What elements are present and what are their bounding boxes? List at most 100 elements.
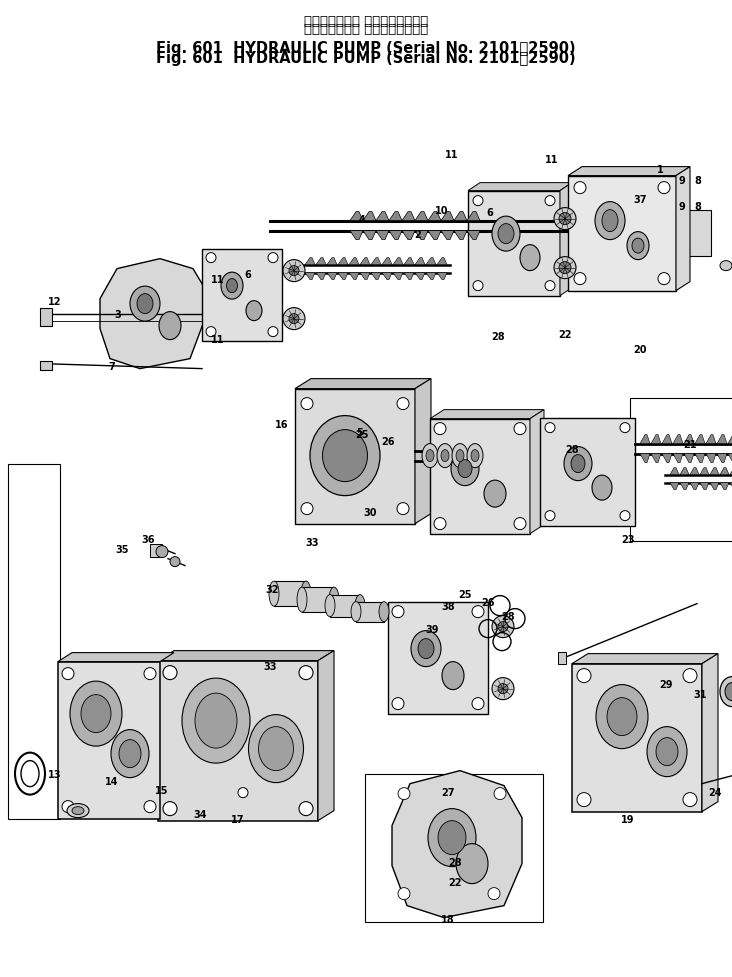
- Text: 8: 8: [695, 176, 701, 186]
- Circle shape: [545, 281, 555, 291]
- Polygon shape: [415, 258, 425, 266]
- Polygon shape: [441, 212, 454, 222]
- Ellipse shape: [441, 450, 449, 462]
- Polygon shape: [393, 274, 403, 280]
- Polygon shape: [710, 483, 719, 490]
- Ellipse shape: [632, 238, 644, 254]
- Circle shape: [163, 802, 177, 816]
- Ellipse shape: [467, 445, 483, 468]
- Polygon shape: [710, 468, 719, 475]
- Polygon shape: [389, 232, 402, 240]
- Text: 25: 25: [458, 589, 471, 599]
- Polygon shape: [415, 379, 431, 524]
- Polygon shape: [684, 435, 694, 445]
- Polygon shape: [441, 232, 454, 240]
- Ellipse shape: [130, 287, 160, 321]
- Polygon shape: [700, 483, 709, 490]
- Circle shape: [206, 253, 216, 264]
- Circle shape: [62, 668, 74, 680]
- Ellipse shape: [67, 804, 89, 818]
- Circle shape: [392, 698, 404, 710]
- Polygon shape: [58, 662, 160, 819]
- Polygon shape: [454, 212, 467, 222]
- Text: 10: 10: [436, 205, 449, 215]
- Ellipse shape: [329, 587, 339, 613]
- Ellipse shape: [159, 313, 181, 340]
- Polygon shape: [295, 379, 431, 389]
- Polygon shape: [363, 212, 376, 222]
- Polygon shape: [702, 654, 718, 812]
- Ellipse shape: [269, 581, 279, 607]
- Ellipse shape: [289, 315, 299, 324]
- Ellipse shape: [492, 217, 520, 252]
- Ellipse shape: [248, 715, 304, 783]
- Polygon shape: [728, 435, 732, 445]
- Ellipse shape: [592, 476, 612, 500]
- Polygon shape: [468, 184, 572, 191]
- Text: 36: 36: [141, 534, 154, 544]
- Ellipse shape: [456, 844, 488, 884]
- Text: 12: 12: [48, 296, 61, 307]
- Polygon shape: [680, 468, 689, 475]
- Polygon shape: [568, 177, 676, 291]
- Polygon shape: [670, 483, 679, 490]
- Circle shape: [472, 698, 484, 710]
- Polygon shape: [560, 184, 572, 296]
- Polygon shape: [327, 274, 337, 280]
- Ellipse shape: [451, 452, 479, 487]
- Polygon shape: [428, 232, 441, 240]
- Text: 13: 13: [48, 769, 61, 779]
- Ellipse shape: [437, 445, 453, 468]
- Ellipse shape: [596, 685, 648, 748]
- Polygon shape: [274, 581, 306, 607]
- Circle shape: [620, 511, 630, 521]
- Text: 28: 28: [501, 611, 515, 621]
- Circle shape: [472, 606, 484, 618]
- Polygon shape: [454, 232, 467, 240]
- Polygon shape: [305, 274, 315, 280]
- Polygon shape: [150, 544, 162, 557]
- Text: 27: 27: [441, 786, 455, 797]
- Text: ハイドロリック ボンプ（適用号機: ハイドロリック ボンプ（適用号機: [304, 22, 428, 36]
- Polygon shape: [158, 651, 334, 661]
- Ellipse shape: [111, 730, 149, 778]
- Circle shape: [473, 196, 483, 206]
- Text: 21: 21: [683, 440, 697, 449]
- Ellipse shape: [564, 447, 592, 481]
- Polygon shape: [415, 232, 428, 240]
- Ellipse shape: [554, 257, 576, 279]
- Ellipse shape: [554, 208, 576, 231]
- Polygon shape: [426, 258, 436, 266]
- Polygon shape: [695, 435, 705, 445]
- Ellipse shape: [289, 267, 299, 276]
- Polygon shape: [430, 410, 544, 419]
- Text: 8: 8: [695, 201, 701, 211]
- Polygon shape: [706, 435, 716, 445]
- Text: 28: 28: [565, 445, 579, 454]
- Ellipse shape: [301, 581, 311, 607]
- Circle shape: [268, 253, 278, 264]
- Polygon shape: [316, 274, 326, 280]
- Polygon shape: [349, 258, 359, 266]
- Ellipse shape: [310, 416, 380, 496]
- Ellipse shape: [456, 450, 464, 462]
- Ellipse shape: [559, 263, 571, 275]
- Ellipse shape: [70, 681, 122, 746]
- Polygon shape: [349, 274, 359, 280]
- Polygon shape: [305, 258, 315, 266]
- Ellipse shape: [283, 260, 305, 282]
- Text: 34: 34: [193, 809, 206, 819]
- Ellipse shape: [452, 445, 468, 468]
- Text: 6: 6: [244, 270, 251, 279]
- Ellipse shape: [471, 450, 479, 462]
- Polygon shape: [467, 232, 480, 240]
- Polygon shape: [695, 454, 705, 463]
- Circle shape: [658, 183, 670, 194]
- Polygon shape: [158, 661, 318, 821]
- Text: 28: 28: [491, 331, 505, 341]
- Circle shape: [545, 511, 555, 521]
- Polygon shape: [680, 483, 689, 490]
- Polygon shape: [363, 232, 376, 240]
- Circle shape: [434, 423, 446, 435]
- Polygon shape: [318, 651, 334, 821]
